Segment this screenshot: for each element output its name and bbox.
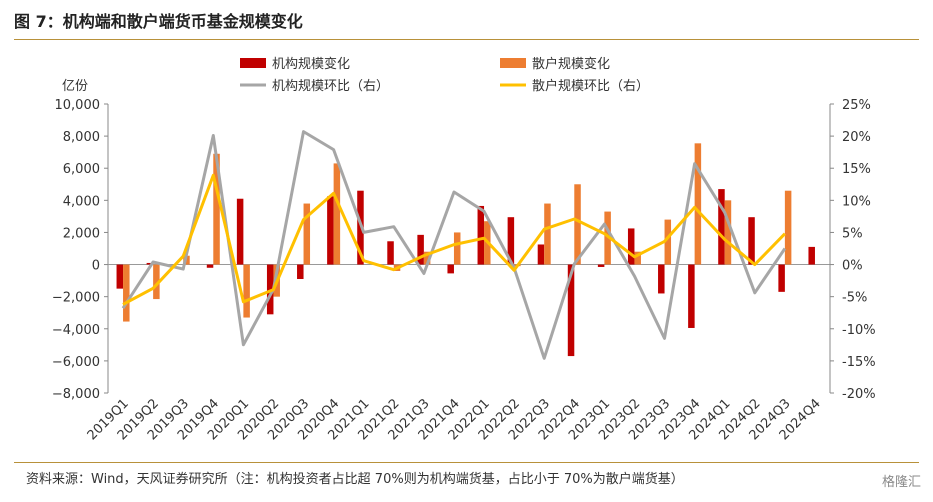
left-tick-label: 6,000: [63, 162, 100, 177]
legend-swatch: [500, 58, 526, 68]
institutional-bar: [627, 228, 635, 265]
institutional-bar: [808, 246, 815, 265]
left-tick-label: −2,000: [52, 291, 100, 306]
right-tick-label: 15%: [842, 162, 871, 177]
right-tick-label: 10%: [842, 194, 871, 209]
institutional-bar: [688, 264, 695, 328]
retail-bar: [123, 264, 130, 322]
source-divider: [14, 462, 919, 463]
left-tick-label: 0: [92, 259, 100, 274]
retail-bar: [634, 251, 641, 265]
institutional-bar: [718, 189, 725, 265]
retail-bar: [333, 163, 341, 265]
institutional-bar: [658, 264, 665, 294]
chart-title: 图 7：机构端和散户端货币基金规模变化: [14, 12, 303, 31]
right-tick-label: 5%: [842, 226, 863, 241]
left-tick-label: 8,000: [63, 130, 100, 145]
institutional-bar: [206, 264, 214, 268]
retail-bar: [423, 251, 431, 265]
left-tick-label: −6,000: [52, 355, 100, 370]
retail-bar: [784, 190, 792, 265]
retail-bar: [303, 203, 311, 265]
combo-chart: −8,000 −6,000 −4,000 −2,000 0 2,000 4,000 6,000…: [52, 56, 876, 443]
left-tick-label: −4,000: [52, 323, 100, 338]
institutional-bar: [537, 244, 545, 265]
right-tick-label: -10%: [842, 323, 876, 338]
retail-bar: [153, 264, 160, 300]
right-tick-label: 20%: [842, 130, 871, 145]
institutional-bar: [327, 196, 334, 265]
title-divider: [14, 39, 919, 40]
source-note: 资料来源：Wind，天风证券研究所（注：机构投资者占比超 70%则为机构端货基，…: [26, 472, 684, 487]
institutional-bar: [116, 264, 124, 289]
institutional-bar: [567, 264, 575, 357]
bar-series: [116, 143, 815, 357]
retail-bar: [544, 203, 551, 265]
retail-growth-line: [122, 173, 786, 306]
institutional-bar: [236, 198, 244, 265]
y-unit-label: 亿份: [62, 79, 88, 94]
institutional-bar: [477, 205, 485, 265]
left-tick-label: 2,000: [63, 226, 100, 241]
legend-label: 散户规模变化: [532, 56, 610, 72]
right-tick-label: 25%: [842, 98, 871, 113]
legend-swatch: [240, 58, 266, 68]
institutional-growth-line: [121, 130, 787, 360]
left-tick-label: 4,000: [63, 194, 100, 209]
retail-bar: [574, 184, 581, 265]
institutional-bar: [297, 264, 304, 280]
retail-bar: [694, 143, 702, 265]
left-tick-label: 10,000: [55, 98, 101, 113]
right-tick-label: -15%: [842, 355, 876, 370]
x-axis-labels: 2019Q12019Q22019Q32019Q42020Q12020Q22020…: [85, 396, 824, 443]
line-series: [121, 130, 787, 360]
retail-bar: [664, 219, 672, 265]
institutional-bar: [417, 234, 424, 265]
right-tick-label: -20%: [842, 387, 876, 402]
watermark-logo: 格隆汇: [881, 475, 921, 490]
right-axis: -20% -15% -10% -5% 0% 5% 10% 15% 20% 25%: [829, 98, 876, 402]
institutional-bar: [146, 262, 154, 265]
retail-bar: [243, 264, 250, 318]
right-tick-label: 0%: [842, 259, 863, 274]
institutional-bar: [778, 264, 785, 292]
legend-label: 机构规模环比（右）: [272, 79, 389, 94]
left-axis: −8,000 −6,000 −4,000 −2,000 0 2,000 4,000 6,000…: [52, 98, 830, 402]
institutional-bar: [447, 264, 454, 274]
institutional-bar: [387, 241, 394, 265]
retail-bar: [453, 232, 461, 265]
institutional-bar: [597, 264, 605, 267]
left-tick-label: −8,000: [52, 387, 100, 402]
retail-bar: [724, 200, 732, 265]
institutional-bar: [748, 217, 755, 265]
legend-label: 散户规模环比（右）: [532, 78, 649, 94]
institutional-bar: [507, 217, 515, 265]
retail-bar: [213, 153, 220, 265]
legend-label: 机构规模变化: [272, 56, 350, 72]
right-tick-label: -5%: [842, 291, 867, 306]
